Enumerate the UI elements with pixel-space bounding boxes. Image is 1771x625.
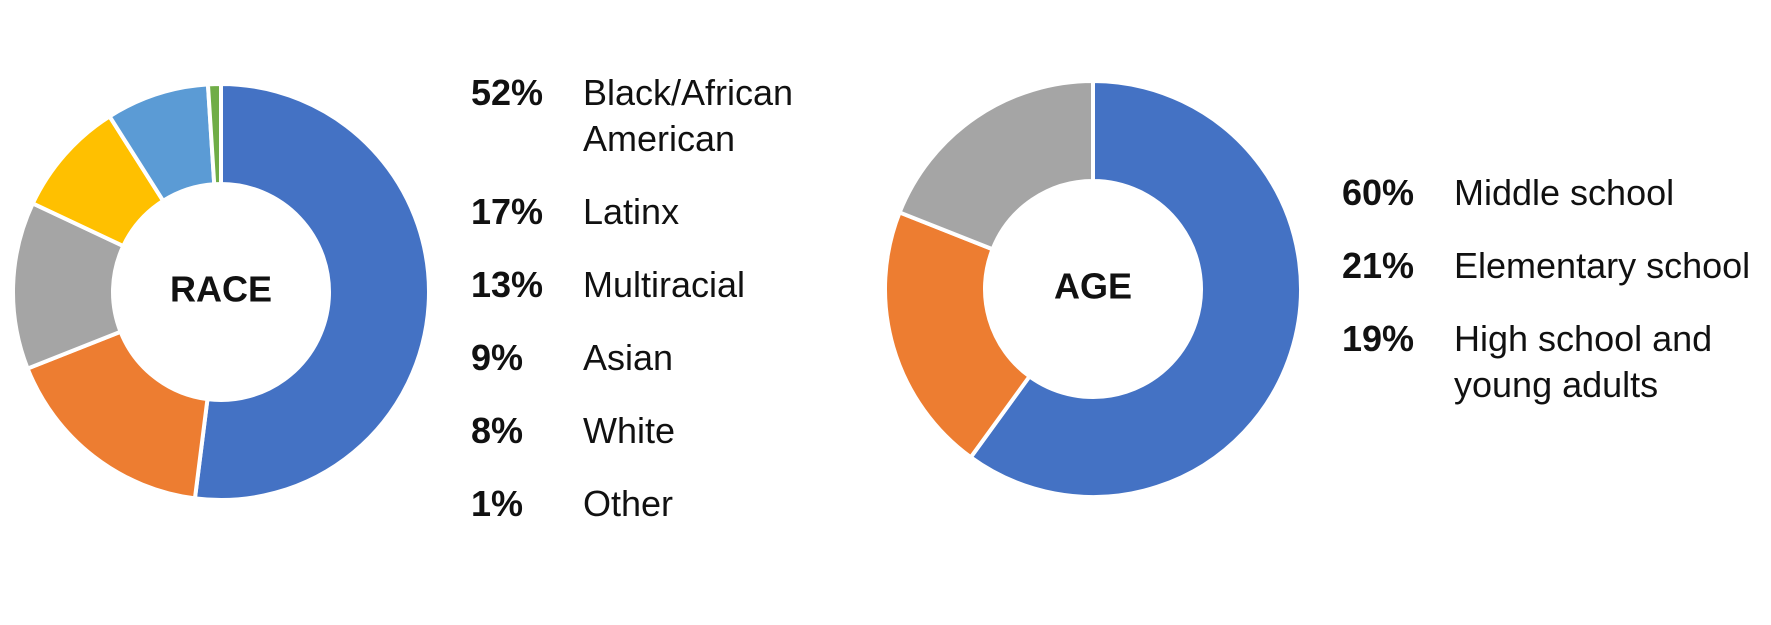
- legend-entry: 52% Black/African American: [471, 70, 823, 162]
- legend-entry: 21% Elementary school: [1342, 243, 1764, 289]
- value-label: 1%: [471, 483, 524, 524]
- legend-entry: 8% White: [471, 408, 823, 454]
- legend-label: Asian: [583, 337, 674, 378]
- slice: [25, 329, 210, 501]
- legend: 60% Middle school 21% Elementary school 19% H…: [1342, 170, 1764, 408]
- legend-label: Other: [583, 483, 674, 524]
- value-label: 8%: [471, 410, 524, 451]
- legend-label: White: [583, 410, 676, 451]
- value-label: 13%: [471, 264, 544, 305]
- legend-entry: 9% Asian: [471, 335, 823, 381]
- legend-label: Latinx: [583, 191, 680, 232]
- value-label: 21%: [1342, 245, 1415, 286]
- legend-label: Black/African American: [583, 72, 794, 159]
- legend: 52% Black/African American 17% Latinx 13% Mul…: [471, 70, 823, 527]
- value-label: 9%: [471, 337, 524, 378]
- slice: [897, 78, 1095, 252]
- chart-title: AGE: [1054, 266, 1132, 307]
- slice: [192, 81, 431, 502]
- value-label: 52%: [471, 72, 544, 113]
- value-label: 17%: [471, 191, 544, 232]
- slice: [883, 209, 1033, 461]
- value-label: 60%: [1342, 172, 1415, 213]
- legend-entry: 13% Multiracial: [471, 262, 823, 308]
- legend-label: Elementary school: [1454, 245, 1751, 286]
- legend-entry: 19% High school and young adults: [1342, 316, 1764, 408]
- legend-label: High school and young adults: [1454, 318, 1713, 405]
- value-label: 19%: [1342, 318, 1415, 359]
- slice: [967, 78, 1303, 499]
- legend-entry: 1% Other: [471, 481, 823, 527]
- legend-label: Multiracial: [583, 264, 746, 305]
- legend-label: Middle school: [1454, 172, 1675, 213]
- legend-entry: 60% Middle school: [1342, 170, 1764, 216]
- slice: [205, 81, 223, 187]
- chart-title: RACE: [170, 269, 272, 310]
- legend-entry: 17% Latinx: [471, 189, 823, 235]
